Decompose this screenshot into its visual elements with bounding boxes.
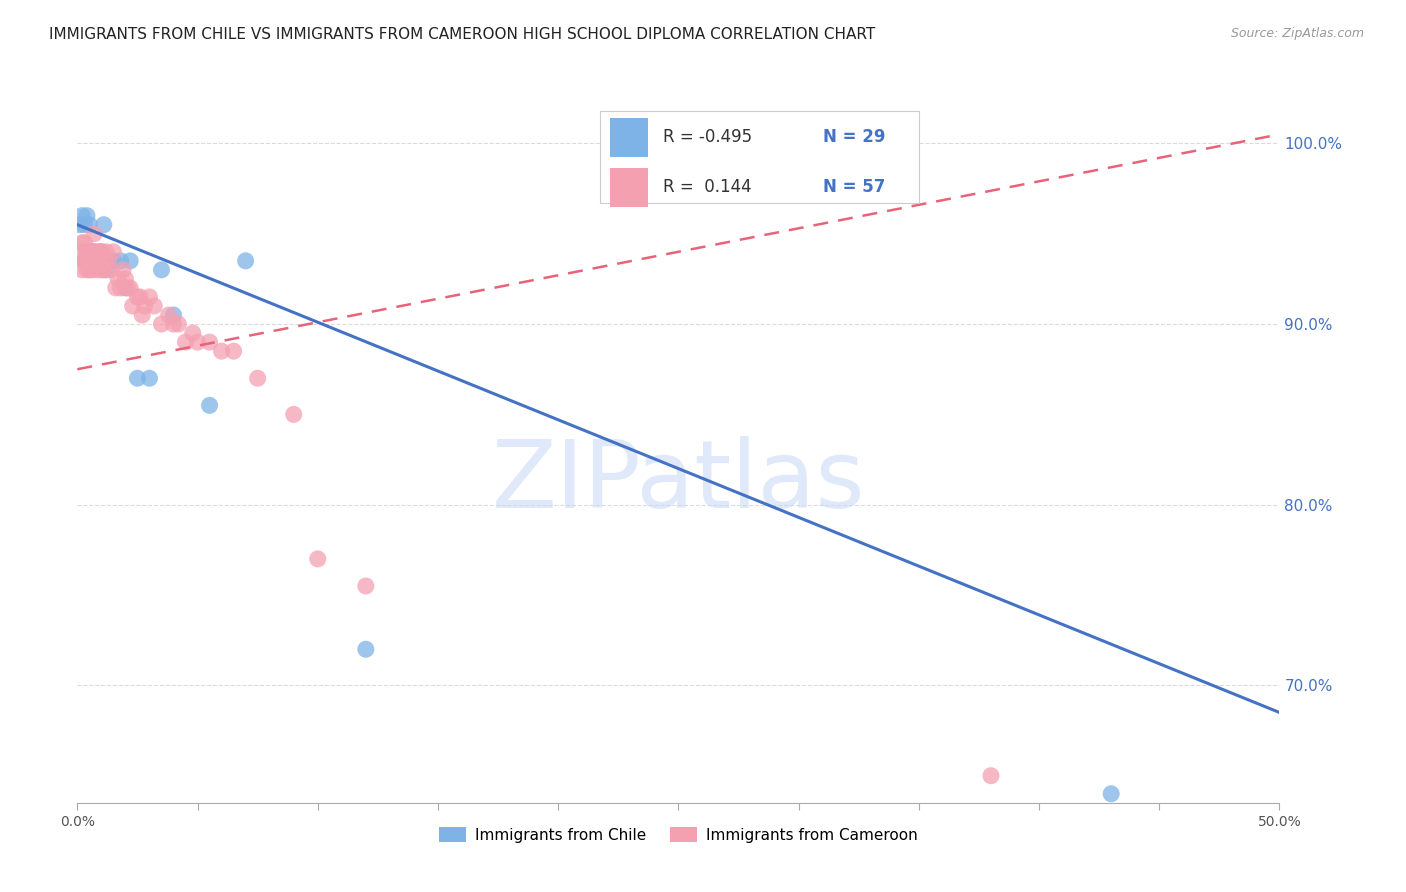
Text: R = -0.495: R = -0.495 xyxy=(662,128,752,146)
Point xyxy=(134,299,156,313)
Point xyxy=(110,281,132,295)
Point xyxy=(80,244,103,259)
Point xyxy=(174,335,197,350)
Point xyxy=(73,253,96,268)
Point xyxy=(79,253,101,268)
Point xyxy=(143,299,166,313)
Point xyxy=(80,253,103,268)
Point xyxy=(83,244,105,259)
Point xyxy=(96,263,118,277)
Point xyxy=(83,227,105,241)
Point xyxy=(211,344,233,359)
Point xyxy=(86,244,108,259)
Point xyxy=(70,263,93,277)
Point xyxy=(980,769,1002,783)
Point xyxy=(79,263,101,277)
Text: Source: ZipAtlas.com: Source: ZipAtlas.com xyxy=(1230,27,1364,40)
Point xyxy=(127,290,149,304)
Point xyxy=(354,579,377,593)
Point xyxy=(70,209,93,223)
Text: R =  0.144: R = 0.144 xyxy=(662,178,751,196)
Point xyxy=(167,317,190,331)
Point xyxy=(103,244,125,259)
Point xyxy=(162,317,184,331)
Point xyxy=(76,244,98,259)
Point xyxy=(86,263,108,277)
Point xyxy=(127,371,149,385)
Text: ZIPatlas: ZIPatlas xyxy=(492,435,865,528)
Point xyxy=(80,263,103,277)
Point xyxy=(90,244,112,259)
Point xyxy=(114,281,136,295)
Point xyxy=(114,272,136,286)
FancyBboxPatch shape xyxy=(610,118,648,157)
Point xyxy=(222,344,245,359)
Point xyxy=(138,371,160,385)
Point xyxy=(97,253,120,268)
Point xyxy=(97,253,120,268)
Point xyxy=(181,326,204,340)
Point xyxy=(100,263,122,277)
Point xyxy=(86,253,108,268)
Point xyxy=(186,335,209,350)
Point xyxy=(150,263,173,277)
Point xyxy=(198,398,221,412)
Point xyxy=(93,218,115,232)
Point xyxy=(87,244,110,259)
Point xyxy=(150,317,173,331)
Point xyxy=(235,253,257,268)
Point xyxy=(76,253,98,268)
Point xyxy=(93,263,115,277)
Point xyxy=(110,253,132,268)
Point xyxy=(87,253,110,268)
Point xyxy=(69,218,91,232)
Point xyxy=(162,308,184,322)
Point xyxy=(96,244,118,259)
Text: N = 29: N = 29 xyxy=(823,128,886,146)
Point xyxy=(111,263,134,277)
Point xyxy=(157,308,180,322)
Point xyxy=(73,253,96,268)
Point xyxy=(283,408,305,422)
Text: N = 57: N = 57 xyxy=(823,178,884,196)
Point xyxy=(128,290,150,304)
Point xyxy=(79,218,101,232)
Point xyxy=(93,253,115,268)
Legend: Immigrants from Chile, Immigrants from Cameroon: Immigrants from Chile, Immigrants from C… xyxy=(433,821,924,848)
Point xyxy=(87,253,110,268)
Point xyxy=(117,281,139,295)
Point xyxy=(70,235,93,250)
Point xyxy=(79,253,101,268)
Point xyxy=(1099,787,1122,801)
Point xyxy=(83,253,105,268)
Point xyxy=(83,253,105,268)
Point xyxy=(121,299,143,313)
Point xyxy=(79,244,101,259)
Point xyxy=(76,263,98,277)
Point xyxy=(69,244,91,259)
Point xyxy=(246,371,269,385)
Point xyxy=(73,218,96,232)
Point xyxy=(198,335,221,350)
FancyBboxPatch shape xyxy=(600,111,920,203)
Point xyxy=(104,281,127,295)
Point xyxy=(76,244,98,259)
Point xyxy=(120,253,142,268)
Point xyxy=(131,308,153,322)
Point xyxy=(120,281,142,295)
Point xyxy=(307,552,329,566)
Point xyxy=(103,253,125,268)
Point xyxy=(80,244,103,259)
Point xyxy=(138,290,160,304)
Text: IMMIGRANTS FROM CHILE VS IMMIGRANTS FROM CAMEROON HIGH SCHOOL DIPLOMA CORRELATIO: IMMIGRANTS FROM CHILE VS IMMIGRANTS FROM… xyxy=(49,27,876,42)
Point xyxy=(354,642,377,657)
Point xyxy=(76,209,98,223)
FancyBboxPatch shape xyxy=(610,168,648,207)
Point xyxy=(73,235,96,250)
Point xyxy=(90,244,112,259)
Point xyxy=(107,272,129,286)
Point xyxy=(90,263,112,277)
